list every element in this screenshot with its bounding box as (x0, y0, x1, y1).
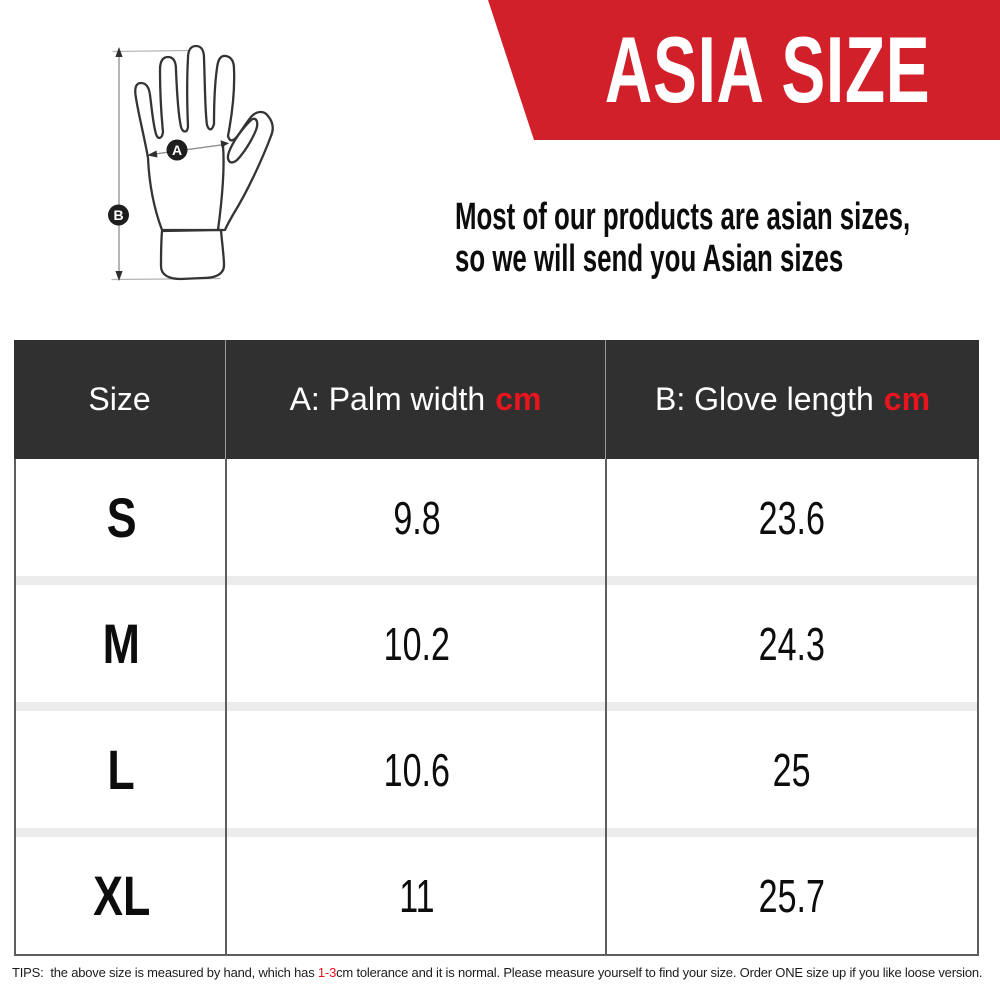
header-palm-width-unit: cm (495, 381, 542, 417)
header-palm-width-label: A: Palm width (289, 381, 486, 417)
header-glove-length: B: Glove length cm (605, 340, 979, 459)
size-value: M (102, 612, 141, 675)
size-value: S (106, 486, 137, 549)
palm-width-value: 10.2 (383, 617, 451, 670)
glove-length-value: 25 (773, 743, 811, 796)
glove-cuff (159, 228, 226, 281)
extension-line-top (112, 49, 191, 53)
tips-text: TIPS: the above size is measured by hand… (12, 965, 318, 980)
banner-title-wrap: ASIA SIZE (535, 0, 1000, 140)
measure-b-label: B (113, 207, 123, 223)
header-glove-length-label: B: Glove length (654, 381, 874, 417)
glove-length-cell: 25 (607, 711, 977, 828)
intro-line-2: so we will send you Asian sizes (455, 238, 844, 280)
palm-width-cell: 11 (227, 837, 607, 954)
banner-title: ASIA SIZE (604, 17, 931, 122)
size-cell: M (16, 585, 227, 702)
header-palm-width: A: Palm width cm (225, 340, 605, 459)
glove-length-value: 25.7 (758, 869, 826, 922)
palm-width-value: 11 (399, 869, 435, 922)
measure-b-badge (108, 204, 129, 226)
asia-size-banner (488, 0, 1000, 140)
palm-thumb-line (216, 144, 225, 232)
glove-length-cell: 23.6 (607, 459, 977, 576)
column-divider-1 (225, 459, 227, 954)
palm-width-cell: 10.2 (227, 585, 607, 702)
column-divider-2 (605, 459, 607, 954)
intro-line-1: Most of our products are asian sizes, (455, 196, 911, 238)
header-size-label: Size (88, 381, 151, 417)
size-value: XL (92, 864, 151, 927)
arrow-right-icon (220, 140, 229, 148)
table-header-row: Size A: Palm width cm B: Glove length cm (14, 340, 979, 459)
arrow-up-icon (115, 47, 123, 57)
tips-text-end: cm tolerance and it is normal. Please me… (336, 965, 983, 980)
measure-a-badge (166, 139, 188, 161)
thumb-crease (226, 117, 259, 164)
palm-width-value: 9.8 (393, 491, 441, 544)
size-value: L (107, 738, 136, 801)
size-cell: XL (16, 837, 227, 954)
palm-width-cell: 10.6 (227, 711, 607, 828)
size-cell: S (16, 459, 227, 576)
intro-text: Most of our products are asian sizes, so… (455, 196, 1000, 280)
arrow-down-icon (115, 271, 123, 281)
table-body: S 9.8 23.6 M 10.2 24.3 L 10.6 25 XL 11 2… (14, 459, 979, 956)
glove-length-value: 23.6 (758, 491, 826, 544)
palm-width-arrow (149, 143, 227, 156)
palm-width-value: 10.6 (383, 743, 451, 796)
glove-length-cell: 25.7 (607, 837, 977, 954)
header-glove-length-unit: cm (883, 381, 931, 417)
arrow-left-icon (147, 150, 158, 158)
glove-length-value: 24.3 (758, 617, 826, 670)
size-table: Size A: Palm width cm B: Glove length cm… (14, 340, 979, 956)
glove-outline (134, 44, 274, 281)
tips-tolerance-highlight: 1-3 (317, 965, 337, 980)
tips-note: TIPS: the above size is measured by hand… (12, 965, 997, 980)
palm-width-cell: 9.8 (227, 459, 607, 576)
glove-length-cell: 24.3 (607, 585, 977, 702)
size-cell: L (16, 711, 227, 828)
measure-a-label: A (172, 142, 182, 158)
header-size: Size (14, 340, 225, 459)
